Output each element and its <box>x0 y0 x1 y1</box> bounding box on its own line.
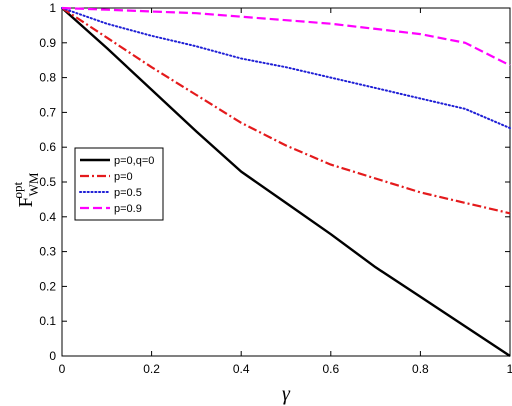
y-tick-label: 0.4 <box>39 210 56 224</box>
y-tick-label: 0.7 <box>39 105 56 119</box>
y-tick-label: 0.2 <box>39 279 56 293</box>
y-axis-label: FWMopt <box>10 172 41 207</box>
legend-label-2: p=0.5 <box>114 187 142 199</box>
series-layer <box>61 6 511 358</box>
y-tick-label: 0.6 <box>39 140 56 154</box>
x-tick-label: 0.4 <box>233 362 250 376</box>
x-tick-label: 0 <box>59 362 66 376</box>
y-tick-label: 0.5 <box>39 175 56 189</box>
y-tick-label: 0.9 <box>39 36 56 50</box>
legend: p=0,q=0 p=0 p=0.5 p=0.9 <box>74 147 164 221</box>
x-tick-label: 0.6 <box>322 362 339 376</box>
series-line-0 <box>61 7 511 358</box>
y-axis-label-main: F <box>15 196 37 207</box>
legend-label-3: p=0.9 <box>114 203 142 215</box>
y-tick-label: 1 <box>49 1 56 15</box>
x-axis-label: γ <box>282 383 291 405</box>
legend-label-1: p=0 <box>114 171 133 183</box>
y-tick-label: 0 <box>49 349 56 363</box>
y-axis-label-sup: opt <box>10 182 25 199</box>
svg-text:FWMopt: FWMopt <box>10 172 41 207</box>
y-tick-label: 0.3 <box>39 245 56 259</box>
series-line-3 <box>61 6 511 67</box>
x-tick-label: 0.8 <box>412 362 429 376</box>
series-line-2 <box>61 7 511 130</box>
y-tick-label: 0.8 <box>39 71 56 85</box>
x-tick-label: 1 <box>507 362 512 376</box>
y-tick-label: 0.1 <box>39 314 56 328</box>
legend-label-0: p=0,q=0 <box>114 155 154 167</box>
y-axis-label-sub: WM <box>26 172 41 196</box>
x-tick-label: 0.2 <box>143 362 160 376</box>
ticks: 0 0.2 0.4 0.6 0.8 1 0 0.1 0.2 0.3 0.4 0.5 0.6 0.7 0.8 0… <box>39 1 512 376</box>
series-line-1 <box>61 7 511 215</box>
